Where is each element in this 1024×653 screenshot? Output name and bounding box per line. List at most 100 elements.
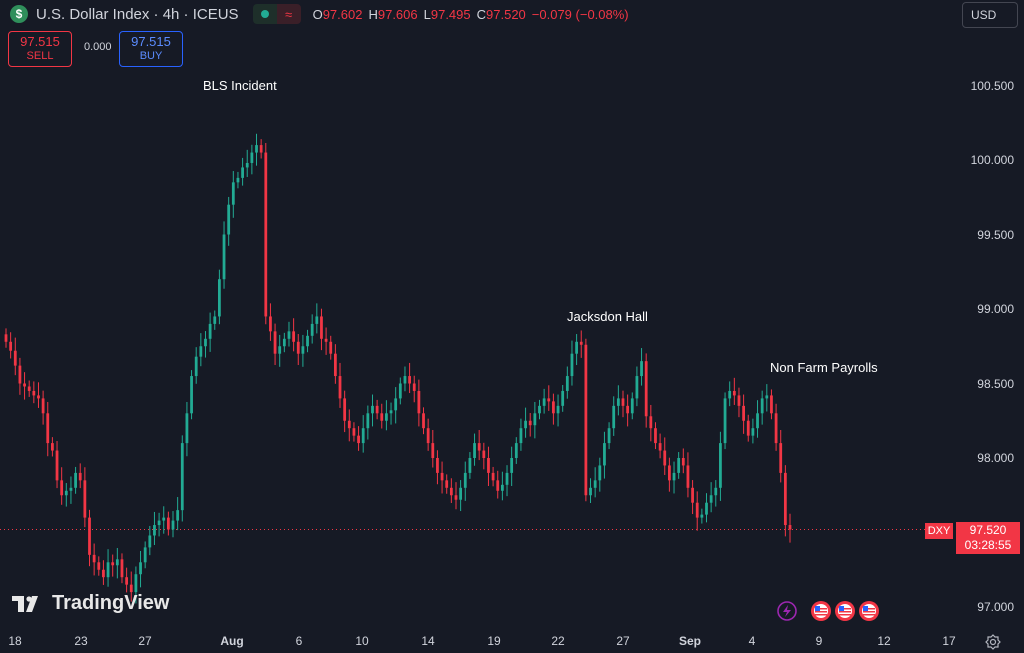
sell-button[interactable]: 97.515 SELL — [8, 31, 72, 67]
candle[interactable] — [598, 457, 602, 492]
candle[interactable] — [403, 366, 407, 392]
candlestick-chart[interactable] — [0, 0, 953, 628]
candle[interactable] — [69, 476, 73, 504]
candle[interactable] — [732, 377, 736, 405]
candle[interactable] — [468, 452, 472, 479]
candle[interactable] — [621, 390, 625, 418]
candle[interactable] — [310, 314, 314, 344]
candle[interactable] — [681, 448, 685, 474]
candle[interactable] — [519, 418, 523, 451]
candle[interactable] — [440, 461, 444, 494]
candle[interactable] — [459, 480, 463, 512]
candle[interactable] — [663, 437, 667, 475]
candle[interactable] — [50, 437, 54, 457]
candle[interactable] — [278, 334, 282, 367]
candle[interactable] — [422, 407, 425, 435]
us-flag-event-icon[interactable] — [834, 600, 856, 622]
candle[interactable] — [667, 457, 671, 492]
buy-button[interactable]: 97.515 BUY — [119, 31, 183, 67]
candle[interactable] — [292, 318, 296, 352]
candle[interactable] — [705, 493, 708, 523]
candle[interactable] — [640, 348, 643, 386]
candle[interactable] — [635, 366, 639, 407]
candle[interactable] — [565, 366, 569, 399]
candle[interactable] — [607, 422, 611, 450]
candle[interactable] — [500, 471, 504, 501]
candle[interactable] — [166, 511, 170, 536]
candle[interactable] — [417, 379, 421, 427]
candle[interactable] — [788, 513, 792, 543]
candle[interactable] — [97, 556, 101, 576]
candle[interactable] — [9, 332, 13, 359]
candle[interactable] — [301, 334, 305, 367]
candle[interactable] — [584, 338, 588, 502]
candle[interactable] — [728, 381, 732, 407]
candle[interactable] — [204, 331, 207, 358]
candle[interactable] — [514, 437, 518, 464]
candle[interactable] — [552, 393, 555, 425]
candle[interactable] — [686, 452, 690, 498]
us-flag-event-icon[interactable] — [810, 600, 832, 622]
candle[interactable] — [352, 422, 356, 442]
candle[interactable] — [779, 429, 783, 483]
candle[interactable] — [208, 312, 212, 352]
candle[interactable] — [426, 418, 430, 451]
candle[interactable] — [153, 511, 156, 546]
candle[interactable] — [630, 392, 634, 420]
candle[interactable] — [37, 382, 40, 408]
candle[interactable] — [13, 337, 17, 376]
candle[interactable] — [102, 560, 105, 585]
candle[interactable] — [338, 362, 342, 408]
candle[interactable] — [273, 323, 277, 366]
candle[interactable] — [46, 401, 50, 457]
candle[interactable] — [756, 400, 759, 438]
candle[interactable] — [213, 310, 217, 330]
candle[interactable] — [589, 478, 592, 503]
candle[interactable] — [626, 394, 630, 427]
candle[interactable] — [774, 403, 778, 451]
candle[interactable] — [194, 347, 198, 384]
candle[interactable] — [691, 480, 694, 515]
candle[interactable] — [524, 407, 527, 438]
candle[interactable] — [120, 553, 124, 584]
candle[interactable] — [250, 144, 254, 175]
candle[interactable] — [366, 405, 370, 440]
candle[interactable] — [487, 446, 490, 487]
market-open-indicator[interactable] — [252, 4, 277, 24]
candle[interactable] — [357, 426, 360, 451]
candle[interactable] — [129, 571, 133, 602]
candle[interactable] — [528, 413, 532, 437]
candle[interactable] — [380, 403, 384, 429]
delayed-data-icon[interactable]: ≈ — [276, 4, 301, 24]
candle[interactable] — [612, 396, 616, 436]
candle[interactable] — [700, 508, 704, 524]
candle[interactable] — [398, 377, 402, 405]
us-flag-event-icon[interactable] — [858, 600, 880, 622]
candle[interactable] — [315, 303, 319, 334]
candle[interactable] — [185, 401, 189, 457]
candle[interactable] — [746, 414, 750, 442]
candle[interactable] — [477, 429, 481, 461]
candle[interactable] — [115, 547, 119, 579]
candle[interactable] — [269, 303, 272, 341]
candle[interactable] — [296, 334, 300, 366]
candle[interactable] — [473, 433, 476, 466]
candle[interactable] — [264, 143, 268, 325]
candle[interactable] — [491, 466, 495, 487]
candle[interactable] — [449, 478, 453, 503]
candle[interactable] — [64, 483, 68, 507]
candle[interactable] — [496, 470, 500, 499]
candle[interactable] — [106, 549, 110, 587]
candle[interactable] — [658, 433, 662, 459]
tradingview-logo[interactable]: TradingView — [12, 592, 169, 615]
candle[interactable] — [751, 418, 755, 444]
candle[interactable] — [32, 381, 36, 404]
candle[interactable] — [783, 465, 787, 537]
candle[interactable] — [329, 335, 333, 360]
symbol-title[interactable]: U.S. Dollar Index · 4h · ICEUS — [36, 5, 239, 23]
candle[interactable] — [677, 452, 681, 479]
candle[interactable] — [361, 415, 365, 453]
candle[interactable] — [83, 467, 87, 528]
candle[interactable] — [737, 387, 741, 418]
candle[interactable] — [575, 334, 578, 366]
